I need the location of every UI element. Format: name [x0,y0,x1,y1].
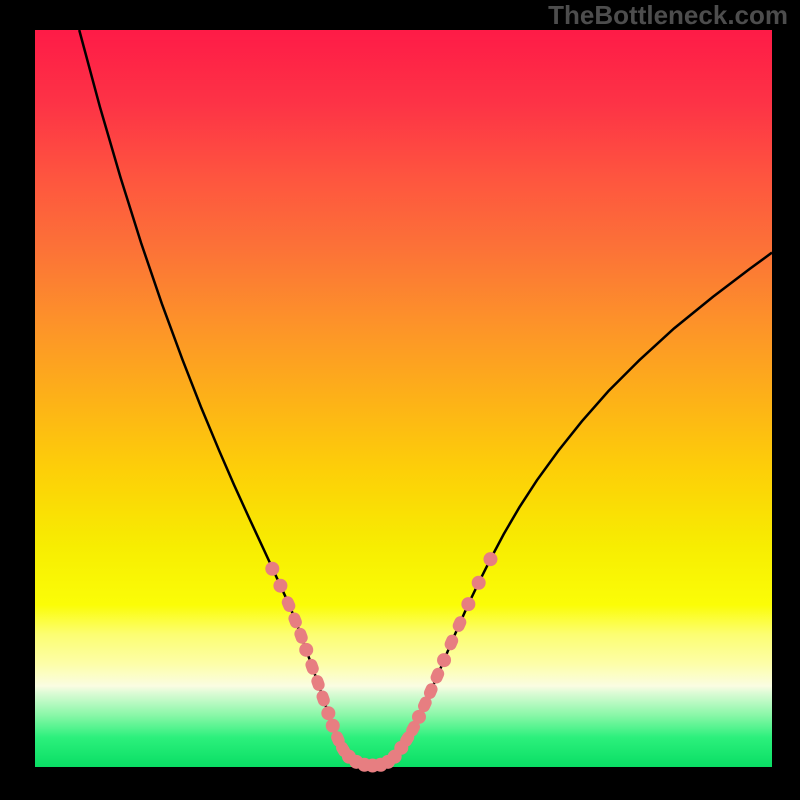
marker-dot [265,562,279,576]
watermark-text: TheBottleneck.com [548,0,788,30]
marker-dot [299,643,313,657]
bottleneck-chart: TheBottleneck.com [0,0,800,800]
marker-dot [472,576,486,590]
marker-dot [483,552,497,566]
marker-dot [461,597,475,611]
marker-dot [326,719,340,733]
marker-dot [321,706,335,720]
marker-dot [437,653,451,667]
chart-gradient-background [35,30,772,767]
marker-dot [273,579,287,593]
